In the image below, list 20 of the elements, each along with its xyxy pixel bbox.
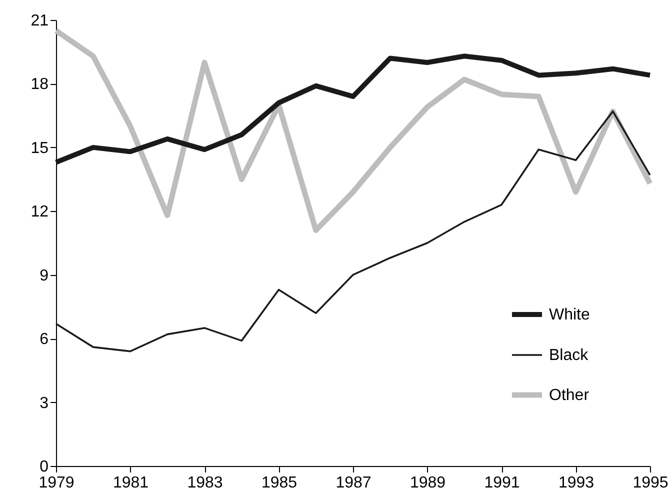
x-tick-label: 1983: [187, 474, 223, 492]
y-tick-label: 6: [40, 331, 49, 348]
y-tick-label: 3: [40, 394, 49, 412]
y-tick-label: 15: [30, 140, 49, 157]
y-tick-label: 18: [30, 76, 49, 94]
x-tick-label: 1989: [410, 474, 446, 492]
legend-label: Black: [549, 347, 590, 364]
y-tick-label: 0: [40, 458, 49, 476]
x-tick-label: 1985: [261, 474, 298, 492]
x-tick-label: 1979: [38, 474, 74, 492]
y-tick-label: 12: [30, 204, 49, 221]
x-tick-label: 1981: [112, 474, 149, 492]
legend-label: Other: [549, 387, 590, 404]
x-tick-label: 1987: [336, 474, 372, 492]
y-tick-label: 21: [30, 12, 49, 30]
x-tick-label: 1995: [632, 474, 668, 492]
x-tick-label: 1991: [484, 474, 520, 492]
y-tick-label: 9: [40, 267, 49, 284]
x-tick-label: 1993: [558, 474, 594, 492]
legend-label: White: [549, 306, 590, 324]
